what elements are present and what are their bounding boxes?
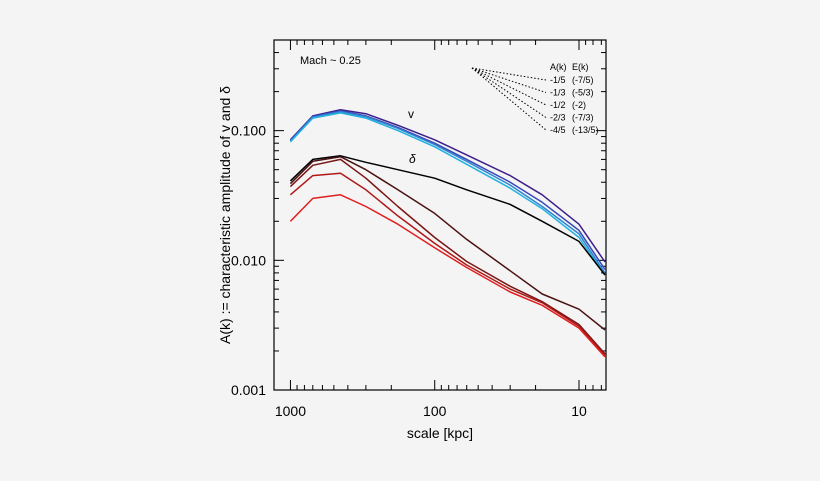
legend: A(k) E(k) -1/5 (-7/5) -1/3 (-5/3) -1/2 (-2) -2… xyxy=(471,62,599,135)
legend-header-e: E(k) xyxy=(572,62,589,72)
series-line-delta-9 xyxy=(289,194,606,358)
y-tick-label: 0.100 xyxy=(231,123,266,139)
series-line-v-1 xyxy=(289,108,606,263)
legend-slope-line xyxy=(471,67,547,93)
legend-row-a: -1/3 xyxy=(550,88,566,98)
legend-row-e: (-5/3) xyxy=(572,88,594,98)
x-tick-label: 10 xyxy=(571,403,587,419)
delta-label: δ xyxy=(409,152,416,166)
series-line-v-2 xyxy=(289,110,606,270)
x-tick-label: 100 xyxy=(423,403,447,419)
series-line-v-4 xyxy=(289,112,606,276)
legend-row-a: -1/5 xyxy=(550,75,566,85)
series-line-delta-6 xyxy=(289,155,606,331)
legend-row-a: -4/5 xyxy=(550,125,566,135)
series-line-delta-8 xyxy=(289,172,606,356)
legend-row-a: -1/2 xyxy=(550,100,566,110)
mach-annotation: Mach ~ 0.25 xyxy=(300,55,361,67)
series-lines xyxy=(289,108,606,358)
y-tick-label: 0.010 xyxy=(231,252,266,268)
legend-slope-line xyxy=(471,67,547,81)
series-line-delta-7 xyxy=(289,158,606,355)
legend-row-e: (-7/3) xyxy=(572,113,594,123)
v-label: v xyxy=(408,107,414,121)
legend-row-e: (-13/5) xyxy=(572,125,599,135)
legend-row-a: -2/3 xyxy=(550,113,566,123)
tick-marks xyxy=(274,39,606,391)
series-line-delta-5 xyxy=(289,155,606,276)
x-tick-label: 1000 xyxy=(275,403,306,419)
legend-header-a: A(k) xyxy=(550,62,567,72)
series-line-v-3 xyxy=(289,110,606,274)
tick-labels: 1000 100 10 0.001 0.010 0.100 xyxy=(231,123,587,419)
x-axis-label: scale [kpc] xyxy=(407,425,473,441)
y-axis-label: A(k) := characteristic amplitude of v an… xyxy=(217,86,233,344)
y-tick-label: 0.001 xyxy=(231,382,266,398)
legend-row-e: (-7/5) xyxy=(572,75,594,85)
legend-slope-line xyxy=(471,67,547,106)
legend-row-e: (-2) xyxy=(572,100,586,110)
plot-frame xyxy=(273,39,607,391)
legend-slope-line xyxy=(471,67,547,118)
